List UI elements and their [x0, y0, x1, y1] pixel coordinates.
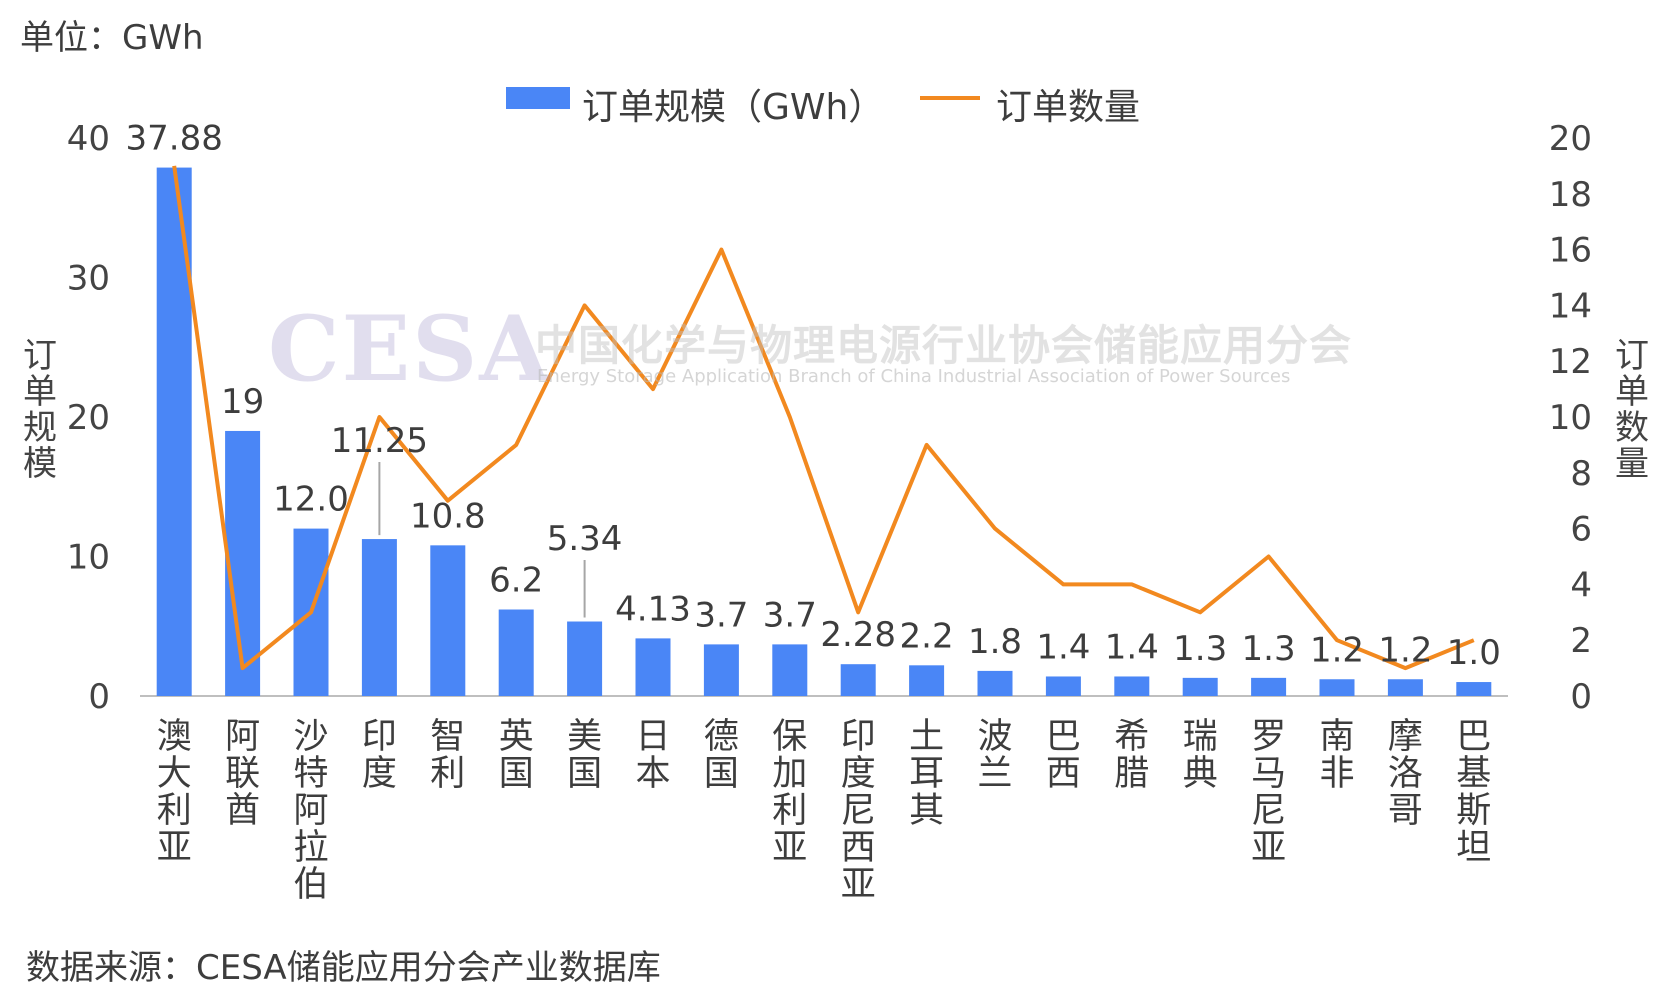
x-category-label: 南非 — [1319, 717, 1354, 794]
bar — [1045, 676, 1081, 696]
watermark-logo: CESA — [268, 296, 552, 402]
data-label: 1.2 — [1310, 630, 1364, 670]
y-left-tick-label: 40 — [67, 119, 110, 159]
x-category-label: 印度尼西亚 — [841, 717, 876, 905]
bar — [430, 545, 466, 696]
x-category-label: 罗马尼亚 — [1251, 717, 1286, 868]
y-axis-left-label: 订单规模 — [23, 336, 57, 484]
data-label: 1.3 — [1242, 629, 1296, 669]
y-left-tick-label: 0 — [88, 677, 110, 717]
series-line — [172, 165, 1475, 671]
x-category-label: 美国 — [567, 717, 602, 794]
bar — [772, 644, 808, 696]
data-label: 12.0 — [273, 480, 349, 520]
y-right-tick-label: 18 — [1549, 175, 1592, 215]
data-label: 11.25 — [331, 421, 428, 461]
y-right-tick-label: 16 — [1549, 231, 1592, 271]
bar — [635, 638, 671, 696]
bar — [225, 430, 261, 696]
bar — [567, 621, 603, 696]
data-label: 5.34 — [547, 519, 623, 559]
bar — [703, 644, 739, 696]
data-label: 4.13 — [615, 589, 691, 629]
data-label: 3.7 — [694, 595, 748, 635]
y-left-tick-label: 10 — [67, 538, 110, 578]
watermark-cn-text: 中国化学与物理电源行业协会储能应用分会 — [535, 321, 1353, 370]
y-right-tick-label: 2 — [1570, 621, 1592, 661]
x-category-label: 保加利亚 — [772, 717, 807, 868]
x-category-label: 巴西 — [1046, 717, 1081, 794]
source-label: 数据来源：CESA储能应用分会产业数据库 — [26, 948, 661, 988]
bar — [1456, 682, 1492, 696]
x-category-label: 德国 — [704, 717, 739, 794]
y-right-tick-label: 0 — [1570, 677, 1592, 717]
y-right-tick-label: 8 — [1570, 454, 1592, 494]
y-right-tick-label: 14 — [1549, 286, 1592, 326]
bar — [840, 664, 876, 696]
x-category-label: 波兰 — [977, 717, 1012, 794]
data-label: 2.2 — [900, 616, 954, 656]
data-label: 1.8 — [968, 622, 1022, 662]
data-label: 19 — [221, 382, 264, 422]
unit-label: 单位：GWh — [20, 18, 204, 58]
bar — [361, 539, 397, 696]
y-right-tick-label: 12 — [1549, 342, 1592, 382]
data-label: 1.2 — [1378, 630, 1432, 670]
y-left-tick-label: 20 — [67, 398, 110, 438]
x-category-label: 澳大利亚 — [157, 717, 192, 868]
y-axis-right-label: 订单数量 — [1615, 336, 1649, 484]
data-label: 1.4 — [1105, 627, 1159, 667]
legend-bar-label: 订单规模（GWh） — [582, 87, 885, 128]
x-category-label: 摩洛哥 — [1388, 717, 1423, 831]
x-category-label: 英国 — [499, 717, 534, 794]
y-right-tick-label: 10 — [1549, 398, 1592, 438]
bar — [1182, 677, 1218, 696]
data-label: 1.0 — [1447, 633, 1501, 673]
data-label: 1.4 — [1036, 627, 1090, 667]
data-label: 2.28 — [820, 615, 896, 655]
bar — [1319, 679, 1355, 696]
y-right-tick-label: 4 — [1570, 565, 1592, 605]
x-category-label: 沙特阿拉伯 — [293, 717, 328, 905]
bar — [1114, 676, 1150, 696]
watermark-en-text: Energy Storage Application Branch of Chi… — [537, 366, 1291, 387]
bar — [977, 670, 1013, 696]
bar — [498, 609, 534, 696]
bar — [1387, 679, 1423, 696]
x-category-label: 瑞典 — [1183, 717, 1218, 794]
x-category-label: 希腊 — [1114, 717, 1149, 794]
y-left-tick-label: 30 — [67, 259, 110, 299]
x-category-label: 阿联酋 — [225, 717, 260, 831]
x-category-label: 巴基斯坦 — [1456, 717, 1491, 868]
legend-line-swatch — [920, 96, 980, 100]
x-category-label: 智利 — [430, 717, 465, 794]
x-category-label: 土耳其 — [909, 717, 944, 831]
data-label: 37.88 — [126, 119, 223, 159]
data-label: 3.7 — [763, 595, 817, 635]
bar — [1251, 677, 1287, 696]
y-right-tick-label: 20 — [1549, 119, 1592, 159]
x-category-label: 日本 — [635, 717, 670, 794]
bar — [909, 665, 945, 696]
data-label: 6.2 — [489, 561, 543, 601]
legend-bar-swatch — [506, 87, 570, 109]
x-category-label: 印度 — [362, 717, 397, 794]
y-right-tick-label: 6 — [1570, 510, 1592, 550]
legend-line-label: 订单数量 — [996, 87, 1141, 128]
data-label: 10.8 — [410, 496, 486, 536]
data-label: 1.3 — [1173, 629, 1227, 669]
